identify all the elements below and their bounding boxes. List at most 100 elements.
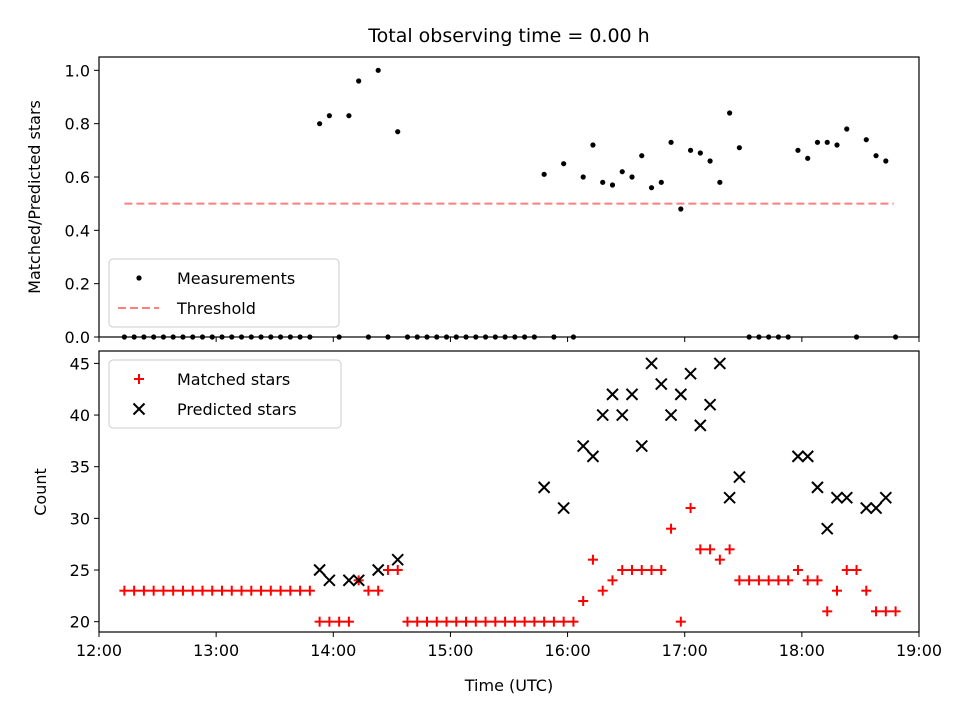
matched-stars-point [578, 596, 589, 607]
matched-stars-point [529, 616, 540, 627]
y-tick-label: 0.0 [65, 328, 90, 347]
bottom-y-axis-label: Count [31, 468, 50, 516]
predicted-stars-point [703, 398, 717, 411]
matched-stars-point [187, 585, 198, 596]
matched-stars-point [744, 575, 755, 586]
matched-stars-point [285, 585, 296, 596]
measurement-point [727, 110, 733, 116]
y-tick-label: 0.8 [65, 115, 90, 134]
matched-stars-point [500, 616, 511, 627]
matched-stars-point [343, 616, 354, 627]
predicted-stars-point [694, 419, 707, 432]
legend-label: Measurements [177, 269, 295, 288]
matched-stars-point [568, 616, 579, 627]
matched-stars-point [675, 616, 686, 627]
predicted-stars-point [713, 357, 727, 370]
bottom-panel: 12:00 13:00 14:00 15:00 16:00 17:00 18:00 19:00… [31, 350, 942, 660]
matched-stars-point [441, 616, 452, 627]
matched-stars-point [763, 575, 774, 586]
matched-stars-point [148, 585, 159, 596]
measurement-point [717, 179, 723, 185]
predicted-stars-point [860, 501, 873, 515]
matched-stars-point [714, 554, 725, 565]
y-tick-label: 25 [70, 561, 90, 580]
predicted-stars-point [879, 491, 893, 504]
matched-stars-point [295, 585, 306, 596]
predicted-stars-point [625, 388, 639, 401]
matched-stars-point [226, 585, 237, 596]
measurement-point [561, 161, 567, 167]
matched-stars-point [636, 565, 647, 576]
x-axis-label: Time (UTC) [464, 676, 553, 695]
x-tick-label: 12:00 [76, 641, 122, 660]
matched-stars-point [695, 544, 706, 555]
measurement-point [375, 67, 381, 73]
matched-stars-point [851, 565, 862, 576]
predicted-stars-point [537, 481, 551, 494]
matched-stars-point [627, 565, 637, 576]
matched-stars-point [168, 585, 179, 596]
measurement-point [883, 158, 889, 164]
predicted-stars-point [576, 439, 590, 453]
matched-stars-point [382, 565, 393, 576]
matched-stars-point [724, 544, 735, 555]
matched-stars-point [822, 606, 833, 617]
measurement-point [824, 139, 830, 145]
x-tick-label: 14:00 [310, 641, 356, 660]
y-tick-label: 0.2 [65, 275, 90, 294]
legend-label: Threshold [176, 299, 256, 318]
predicted-stars-point [655, 377, 668, 391]
legend-label: Predicted stars [177, 400, 297, 419]
x-tick-label: 18:00 [779, 641, 825, 660]
matched-stars-point [832, 585, 842, 596]
y-tick-label: 20 [70, 613, 90, 632]
matched-stars-point [871, 606, 882, 617]
matched-stars-point [656, 565, 667, 576]
predicted-stars-point [616, 408, 629, 422]
measurement-point [736, 145, 742, 151]
measurement-point [658, 179, 664, 185]
y-tick-label: 30 [70, 509, 90, 528]
matched-stars-point [802, 575, 813, 586]
matched-stars-point [314, 616, 325, 627]
matched-stars-point [734, 575, 745, 586]
matched-stars-point [548, 616, 559, 627]
measurement-point [805, 155, 811, 161]
predicted-stars-point [352, 574, 365, 587]
matched-stars-point [666, 523, 677, 534]
predicted-stars-point [606, 388, 619, 401]
predicted-stars-point [371, 563, 385, 577]
predicted-stars-point [557, 501, 570, 515]
matched-stars-point [861, 585, 872, 596]
matched-stars-point [597, 585, 608, 596]
matched-stars-point [880, 606, 891, 617]
matched-stars-point [773, 575, 784, 586]
matched-stars-point [246, 585, 257, 596]
matched-stars-point [812, 575, 823, 586]
measurement-point [844, 126, 850, 132]
matched-stars-point [197, 585, 208, 596]
matched-stars-point [841, 565, 852, 576]
matched-stars-point [334, 616, 345, 627]
matched-stars-point [539, 616, 550, 627]
measurement-point [678, 206, 684, 212]
measurement-point [395, 129, 401, 135]
matched-stars-point [217, 585, 227, 596]
matched-stars-point [304, 585, 315, 596]
legend-box [108, 359, 342, 429]
measurement-point [834, 142, 840, 148]
matched-stars-point [509, 616, 520, 627]
measurement-point [629, 174, 635, 180]
matched-stars-point [490, 616, 501, 627]
measurement-point [541, 171, 547, 177]
matched-stars-point [422, 616, 432, 627]
predicted-stars-point [869, 501, 883, 515]
predicted-stars-point [596, 408, 609, 422]
measurement-point [600, 179, 606, 185]
measurement-point [580, 174, 586, 180]
matched-stars-point [705, 544, 716, 555]
measurement-point [590, 142, 596, 148]
measurement-point [639, 153, 645, 159]
top-legend: Measurements Threshold [108, 258, 340, 328]
